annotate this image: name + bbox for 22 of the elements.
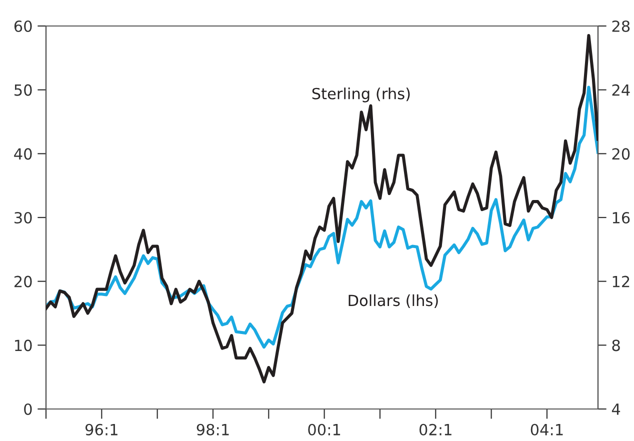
y-tick-label: 60 xyxy=(14,20,32,32)
y-tick-label: 30 xyxy=(14,212,32,224)
y2-tick-label: 4 xyxy=(612,404,620,415)
y2-tick-label: 20 xyxy=(612,148,630,160)
y-tick-label: 50 xyxy=(14,84,32,96)
y-tick-label: 10 xyxy=(15,340,32,352)
line-series xyxy=(46,34,598,384)
x-tick-label: 02:1 xyxy=(420,424,452,436)
y2-tick-label: 24 xyxy=(612,84,630,96)
series-label: Dollars (lhs) xyxy=(348,294,438,308)
y2-tick-label: 8 xyxy=(612,340,620,352)
series-label: Sterling (rhs) xyxy=(312,88,410,102)
x-tick-label: 98:1 xyxy=(196,424,229,436)
x-tick-label: 00:1 xyxy=(308,424,340,436)
y2-tick-label: 16 xyxy=(612,212,630,224)
y-tick-label: 40 xyxy=(14,148,32,160)
y2-tick-label: 28 xyxy=(612,20,630,32)
x-tick-label: 96:1 xyxy=(85,424,118,436)
y2-tick-label: 12 xyxy=(612,276,630,288)
y-tick-label: 0 xyxy=(24,403,32,416)
x-tick-label: 04:1 xyxy=(530,424,563,436)
y-tick-label: 20 xyxy=(14,276,32,288)
